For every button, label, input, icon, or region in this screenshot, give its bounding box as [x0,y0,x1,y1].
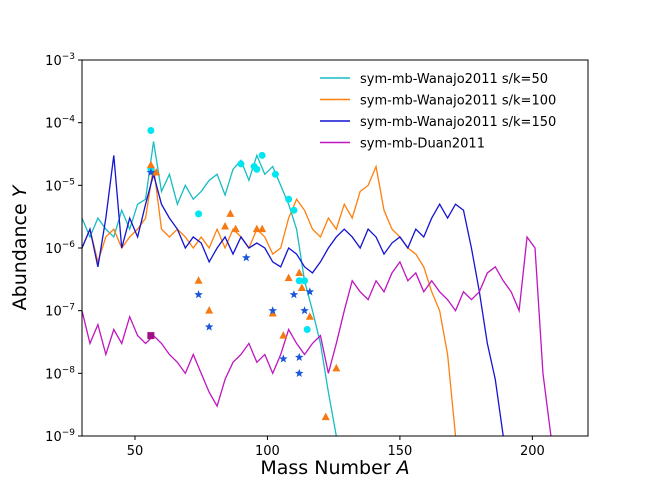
point [258,224,267,233]
point [295,268,304,276]
point [321,412,330,421]
point [195,210,203,218]
point [253,165,261,173]
point [294,352,304,361]
point [279,331,288,339]
series-line [82,235,552,436]
point [300,306,309,315]
point [297,283,306,291]
point [152,168,161,176]
series-line [82,164,457,436]
point [332,363,341,372]
point [147,332,155,340]
point [285,195,293,203]
point [268,306,278,315]
point [268,309,277,317]
point [205,306,214,314]
point [289,290,299,299]
point [284,273,293,282]
point [305,312,314,320]
point [252,224,261,233]
point [294,368,304,377]
y-tick-label: 10−7 [45,303,75,320]
y-tick-label: 10−8 [45,365,75,382]
point [237,160,245,168]
series-line [82,141,337,436]
point [146,160,155,169]
x-tick-label: 150 [387,444,412,459]
x-axis-label: Mass Number A [260,457,409,479]
point [295,277,303,285]
legend-label: sym-mb-Wanajo2011 s/k=150 [360,115,556,130]
y-axis-label: Abundance Y [9,184,31,310]
y-tick-label: 10−5 [45,177,75,194]
x-tick-label: 200 [520,444,545,459]
y-tick-label: 10−9 [45,428,75,445]
series-line [82,155,504,436]
point [231,224,240,233]
legend-label: sym-mb-Duan2011 [360,137,485,152]
point [305,287,315,296]
y-tick-label: 10−4 [45,115,75,132]
point [303,326,311,334]
x-tick-label: 50 [127,444,144,459]
x-tick-label: 100 [255,444,280,459]
point [241,253,251,262]
point [279,354,288,363]
plot-area [82,126,552,436]
point [258,151,266,159]
y-tick-label: 10−6 [45,240,75,257]
point [271,170,279,178]
point [146,168,156,177]
point [194,276,203,284]
point [204,322,214,331]
point [147,126,155,134]
legend-label: sym-mb-Wanajo2011 s/k=50 [360,72,548,87]
point [194,290,203,299]
point [301,277,309,285]
y-tick-label: 10−3 [45,52,75,69]
point [226,209,235,217]
point [290,206,298,214]
point [221,222,230,230]
legend-label: sym-mb-Wanajo2011 s/k=100 [360,94,556,109]
